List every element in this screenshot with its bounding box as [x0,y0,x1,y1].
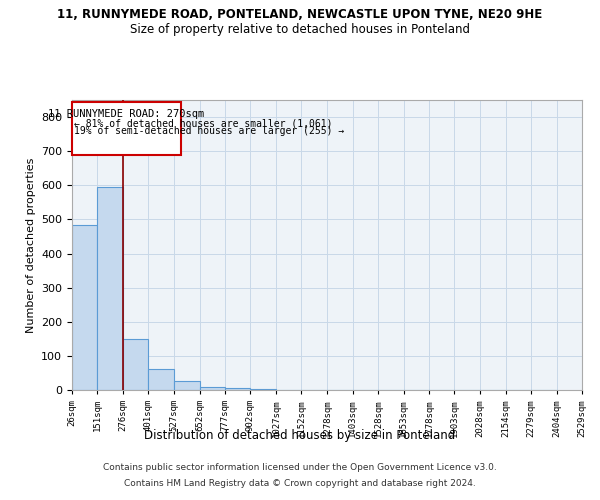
Bar [200,388,225,390]
Bar [174,382,200,390]
Y-axis label: Number of detached properties: Number of detached properties [26,158,35,332]
Text: ← 81% of detached houses are smaller (1,061): ← 81% of detached houses are smaller (1,… [74,118,332,128]
Bar [225,388,250,390]
Bar [123,339,148,390]
Text: Contains HM Land Registry data © Crown copyright and database right 2024.: Contains HM Land Registry data © Crown c… [124,478,476,488]
Bar [97,187,123,390]
Text: 11, RUNNYMEDE ROAD, PONTELAND, NEWCASTLE UPON TYNE, NE20 9HE: 11, RUNNYMEDE ROAD, PONTELAND, NEWCASTLE… [58,8,542,20]
Text: 19% of semi-detached houses are larger (255) →: 19% of semi-detached houses are larger (… [74,126,344,136]
Text: 11 RUNNYMEDE ROAD: 270sqm: 11 RUNNYMEDE ROAD: 270sqm [48,109,205,119]
Text: Size of property relative to detached houses in Ponteland: Size of property relative to detached ho… [130,22,470,36]
Text: Contains public sector information licensed under the Open Government Licence v3: Contains public sector information licen… [103,464,497,472]
Text: Distribution of detached houses by size in Ponteland: Distribution of detached houses by size … [145,428,455,442]
Bar [72,102,181,154]
Bar [148,368,174,390]
Bar [72,224,97,390]
